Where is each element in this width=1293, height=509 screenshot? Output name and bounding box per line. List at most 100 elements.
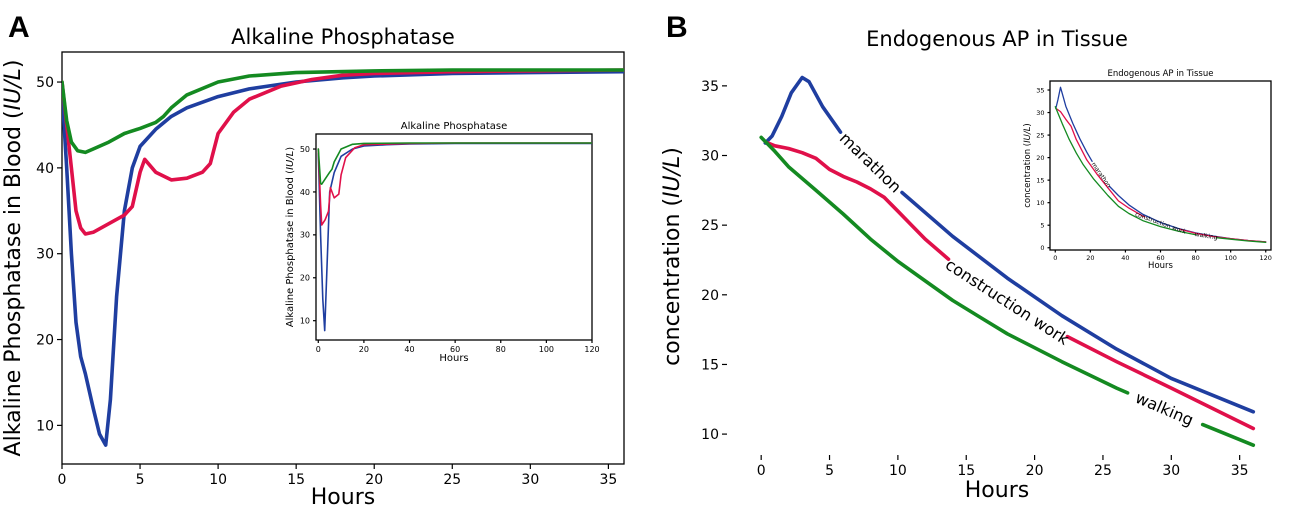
x-tick-label: 120 bbox=[584, 345, 599, 354]
y-axis-label-unit: IU/L bbox=[285, 151, 296, 170]
series-lines bbox=[759, 75, 1256, 447]
x-tick-label: 10 bbox=[889, 463, 907, 479]
x-tick-label: 20 bbox=[359, 345, 369, 354]
series-line-marathon bbox=[763, 75, 843, 145]
series-inline-label: walking bbox=[1194, 231, 1218, 241]
chart-title: Alkaline Phosphatase bbox=[231, 25, 455, 49]
x-tick-label: 5 bbox=[136, 472, 145, 488]
x-axis-label: Hours bbox=[965, 478, 1029, 503]
panel-label-a: A bbox=[8, 11, 30, 44]
x-tick-label: 60 bbox=[1156, 254, 1164, 262]
x-tick-label: 25 bbox=[1094, 463, 1112, 479]
y-axis-label: Alkaline Phosphatase in Blood (IU/L) bbox=[285, 147, 296, 328]
x-tick-label: 40 bbox=[1121, 254, 1129, 262]
x-tick-label: 100 bbox=[539, 345, 554, 354]
x-tick-label: 0 bbox=[58, 472, 67, 488]
x-tick-label: 15 bbox=[287, 472, 305, 488]
chart-a-inset: 0 20 40 60 80 100 120 10 20 30 40 50 Alkaline Phosph… bbox=[285, 121, 600, 364]
series-line-marathon bbox=[1055, 86, 1093, 162]
y-tick-label: 10 bbox=[1036, 199, 1044, 207]
y-axis-label-prefix: Alkaline Phosphatase in Blood ( bbox=[285, 170, 296, 327]
x-tick-label: 60 bbox=[450, 345, 460, 354]
y-axis-label-suffix: ) bbox=[285, 147, 296, 151]
y-tick-label: 30 bbox=[701, 149, 719, 165]
ticks-a-inset: 0 20 40 60 80 100 120 10 20 30 40 50 bbox=[300, 145, 600, 354]
ticks-b-inset: 0 20 40 60 80 100 120 0 5 10 15 20 25 30 35 bbox=[1036, 86, 1272, 262]
series-lines bbox=[1054, 86, 1267, 243]
y-axis-label: Alkaline Phosphatase in Blood (IU/L) bbox=[1, 60, 26, 457]
series-line-walking bbox=[759, 135, 1130, 395]
series-line-construction-work bbox=[766, 141, 951, 261]
chart-b: 0 5 10 15 20 25 30 35 10 15 20 25 30 35 Endogenous AP … bbox=[660, 27, 1267, 503]
plot-frame bbox=[61, 51, 625, 465]
y-axis-label-unit: IU/L bbox=[1, 68, 26, 110]
y-axis-label-prefix: concentration ( bbox=[1023, 143, 1033, 208]
x-axis-label: Hours bbox=[439, 353, 468, 364]
ticks-b: 0 5 10 15 20 25 30 35 10 15 20 25 30 35 bbox=[701, 79, 1248, 479]
y-tick-label: 20 bbox=[300, 274, 310, 283]
series-line-0 bbox=[62, 69, 624, 447]
x-tick-label: 15 bbox=[957, 463, 975, 479]
series-lines bbox=[317, 142, 592, 332]
y-axis-label-prefix: Alkaline Phosphatase in Blood ( bbox=[1, 110, 26, 456]
y-tick-label: 20 bbox=[36, 333, 54, 349]
series-line-construction-work bbox=[1065, 334, 1256, 431]
y-tick-label: 25 bbox=[701, 218, 719, 234]
x-tick-label: 80 bbox=[496, 345, 506, 354]
y-tick-label: 10 bbox=[36, 418, 54, 434]
y-axis-label-prefix: concentration ( bbox=[660, 198, 685, 366]
x-tick-label: 35 bbox=[599, 472, 617, 488]
x-tick-label: 20 bbox=[365, 472, 383, 488]
x-axis-label: Hours bbox=[311, 485, 375, 509]
y-axis-label-unit: IU/L bbox=[660, 156, 685, 198]
chart-title: Endogenous AP in Tissue bbox=[866, 27, 1128, 51]
y-axis-label-suffix: ) bbox=[660, 147, 685, 156]
x-tick-label: 80 bbox=[1191, 254, 1199, 262]
plot-frame bbox=[315, 133, 593, 341]
chart-title: Endogenous AP in Tissue bbox=[1108, 69, 1214, 79]
series-line-marathon bbox=[900, 190, 1256, 414]
series-line-0 bbox=[317, 142, 592, 332]
x-tick-label: 0 bbox=[316, 345, 321, 354]
series-line-walking bbox=[1200, 422, 1256, 447]
y-axis-label-unit: IU/L bbox=[1023, 126, 1033, 143]
x-tick-label: 0 bbox=[757, 463, 766, 479]
y-tick-label: 30 bbox=[300, 231, 310, 240]
y-axis-label-suffix: ) bbox=[1023, 123, 1033, 126]
x-tick-label: 30 bbox=[521, 472, 539, 488]
y-tick-label: 15 bbox=[1036, 176, 1044, 184]
y-tick-label: 10 bbox=[300, 317, 310, 326]
y-tick-label: 20 bbox=[1036, 154, 1044, 162]
series-line-2 bbox=[317, 142, 592, 185]
series-line-walking bbox=[1215, 237, 1267, 243]
series-line-walking bbox=[1054, 106, 1197, 236]
y-tick-label: 35 bbox=[1036, 86, 1044, 94]
y-tick-label: 30 bbox=[1036, 109, 1044, 117]
y-axis-label-suffix: ) bbox=[1, 60, 26, 69]
y-tick-label: 0 bbox=[1040, 244, 1044, 252]
plot-area bbox=[727, 58, 1267, 455]
y-axis-label: concentration (IU/L) bbox=[1023, 123, 1033, 208]
y-axis-label: concentration (IU/L) bbox=[660, 147, 685, 366]
y-tick-label: 40 bbox=[300, 188, 310, 197]
x-axis-label: Hours bbox=[1148, 261, 1173, 271]
series-line-2 bbox=[62, 68, 624, 155]
x-tick-label: 20 bbox=[1026, 463, 1044, 479]
y-tick-label: 10 bbox=[701, 427, 719, 443]
series-line-1 bbox=[317, 142, 592, 226]
x-tick-label: 120 bbox=[1260, 254, 1272, 262]
y-tick-label: 15 bbox=[701, 357, 719, 373]
y-tick-label: 50 bbox=[36, 75, 54, 91]
series-lines bbox=[62, 68, 624, 447]
y-tick-label: 5 bbox=[1040, 222, 1044, 230]
y-tick-label: 25 bbox=[1036, 131, 1044, 139]
x-tick-label: 10 bbox=[209, 472, 227, 488]
chart-title: Alkaline Phosphatase bbox=[401, 121, 508, 132]
x-tick-label: 40 bbox=[404, 345, 414, 354]
x-tick-label: 30 bbox=[1162, 463, 1180, 479]
series-line-construction-work bbox=[1055, 107, 1146, 218]
panel-label-b: B bbox=[666, 11, 688, 44]
y-tick-label: 50 bbox=[300, 145, 310, 154]
y-tick-label: 35 bbox=[701, 79, 719, 95]
